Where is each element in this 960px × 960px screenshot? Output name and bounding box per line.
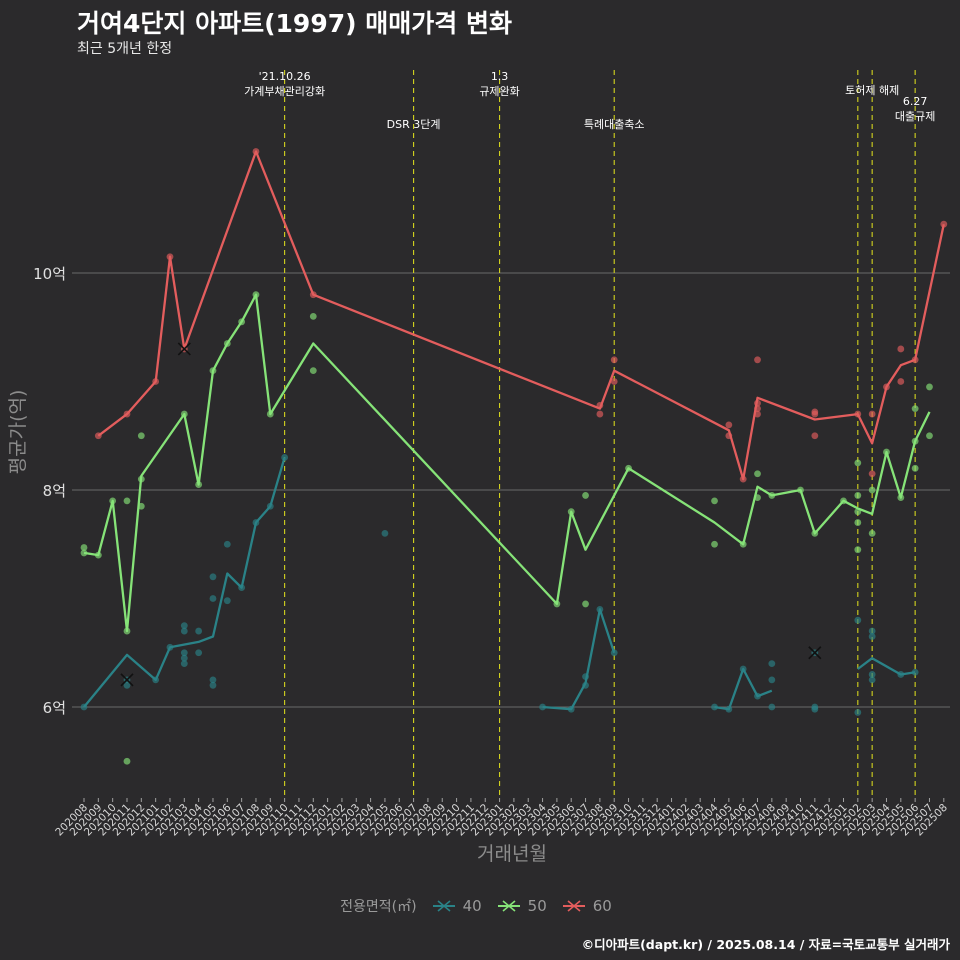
data-point-50 [309, 313, 317, 320]
data-point-40 [768, 703, 776, 711]
series-line-50 [83, 293, 931, 633]
data-point-40 [768, 676, 776, 684]
data-point-50 [868, 486, 876, 494]
data-point-50 [854, 546, 862, 554]
data-point-50 [582, 492, 589, 499]
data-point-40 [868, 627, 876, 635]
data-point-60 [725, 421, 733, 429]
data-point-40 [180, 660, 188, 667]
event-label: 1.3 [491, 70, 509, 83]
data-point-50 [123, 497, 131, 505]
y-tick-label: 10억 [33, 265, 66, 283]
data-point-40 [911, 668, 919, 676]
data-point-40 [854, 709, 862, 716]
data-point-50 [926, 383, 933, 391]
data-point-50 [754, 470, 761, 478]
data-point-60 [940, 220, 948, 228]
data-point-40 [539, 703, 546, 711]
data-point-40 [868, 676, 876, 684]
legend-key-50 [497, 900, 520, 912]
data-point-60 [754, 356, 761, 364]
data-point-40 [195, 649, 203, 657]
data-point-40 [123, 681, 131, 689]
cross-marker-60 [177, 342, 191, 356]
event-label: '21.10.26 [259, 70, 311, 83]
data-point-40 [381, 530, 389, 537]
legend: 전용면적(㎡) 40 50 60 [0, 896, 960, 916]
data-point-50 [854, 519, 862, 526]
data-point-60 [868, 410, 876, 418]
event-label: 특례대출축소 [584, 118, 645, 131]
series-line-60 [97, 150, 945, 481]
event-label: DSR 3단계 [387, 118, 441, 131]
data-point-40 [811, 705, 819, 713]
legend-item-60: 60 [561, 896, 620, 916]
data-point-40 [223, 597, 231, 605]
y-tick-label: 6억 [43, 699, 66, 717]
data-point-50 [911, 405, 919, 413]
data-point-50 [911, 464, 919, 472]
cross-marker-40 [808, 646, 822, 660]
chart-title: 거여4단지 아파트(1997) 매매가격 변화 [77, 9, 512, 38]
data-point-50 [137, 432, 145, 440]
chart-subtitle: 최근 5개년 한정 [77, 41, 173, 57]
data-point-40 [180, 649, 188, 657]
data-point-60 [897, 378, 905, 385]
event-label: 토허제 해제 [845, 83, 899, 97]
legend-label-40: 40 [462, 897, 482, 915]
data-point-60 [596, 410, 604, 418]
y-tick-label: 8억 [43, 482, 66, 500]
data-point-60 [868, 470, 876, 478]
y-axis-title: 평균가(억) [7, 390, 29, 475]
legend-label-60: 60 [592, 897, 612, 915]
legend-key-40 [432, 900, 455, 912]
data-point-60 [811, 410, 819, 418]
data-point-60 [897, 345, 905, 353]
data-point-40 [180, 627, 188, 635]
data-point-60 [610, 378, 618, 385]
data-point-50 [711, 540, 718, 548]
data-point-40 [209, 681, 217, 689]
data-point-40 [223, 540, 231, 548]
data-point-40 [768, 660, 776, 667]
data-point-40 [180, 654, 188, 662]
data-point-40 [209, 676, 217, 684]
data-point-40 [195, 627, 203, 635]
data-point-50 [854, 459, 862, 467]
data-point-60 [811, 432, 819, 440]
event-label: 6.27 [903, 95, 928, 108]
data-point-50 [582, 600, 589, 608]
series-line-40 [714, 667, 773, 711]
event-label: 가계부채관리강화 [244, 85, 325, 98]
event-label: 대출규제 [895, 110, 935, 123]
legend-item-40: 40 [431, 896, 490, 916]
source-caption: ©디아파트(dapt.kr) / 2025.08.14 / 자료=국토교통부 실… [581, 937, 950, 952]
x-axis-title: 거래년월 [477, 843, 547, 865]
legend-key-60 [562, 900, 585, 912]
data-point-50 [854, 492, 862, 499]
data-point-40 [868, 633, 876, 640]
data-point-50 [309, 367, 317, 375]
data-point-40 [180, 622, 188, 630]
data-point-50 [80, 544, 88, 551]
data-point-40 [854, 616, 862, 624]
event-label: 규제완화 [479, 85, 519, 98]
data-point-40 [209, 595, 217, 602]
data-point-50 [123, 757, 131, 765]
data-point-50 [868, 530, 876, 537]
series-line-40 [857, 657, 916, 676]
series-line-40 [83, 457, 286, 708]
series-line-40 [542, 608, 616, 711]
cross-marker-40 [120, 673, 134, 687]
data-point-50 [926, 432, 933, 440]
legend-title: 전용면적(㎡) [340, 899, 417, 915]
data-point-40 [868, 671, 876, 678]
legend-item-50: 50 [496, 896, 555, 916]
legend-label-50: 50 [527, 897, 547, 915]
data-point-40 [209, 573, 217, 581]
data-point-50 [711, 497, 718, 505]
data-point-60 [610, 356, 618, 364]
